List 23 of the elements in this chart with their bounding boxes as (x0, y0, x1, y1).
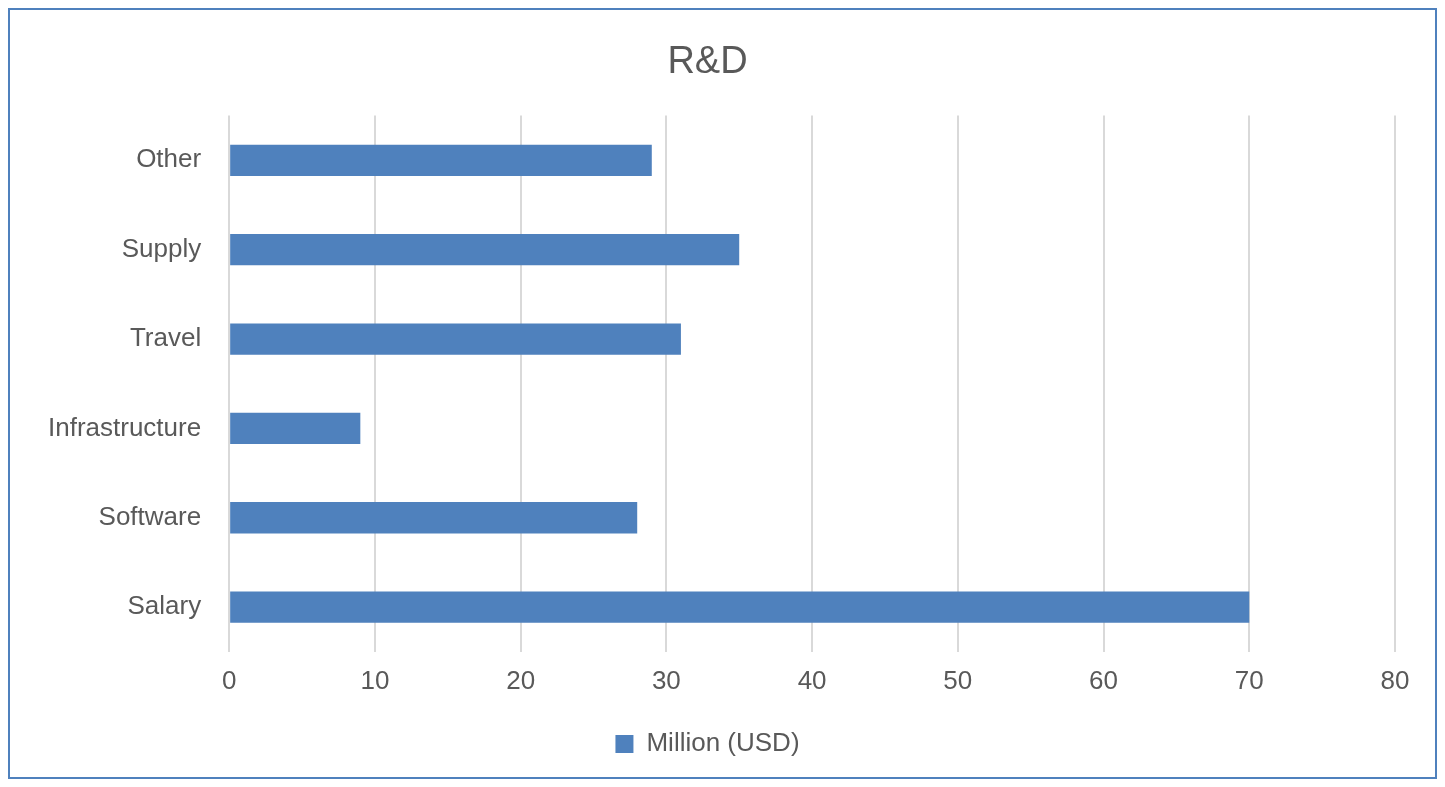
bar (230, 412, 361, 445)
x-tick-label: 10 (360, 664, 390, 695)
x-tick-label: 50 (943, 664, 973, 695)
x-tick-label: 30 (651, 664, 681, 695)
chart-title: R&D (667, 39, 748, 82)
x-tick-label: 80 (1380, 664, 1410, 695)
y-tick-label: Supply (121, 232, 202, 263)
y-tick-label: Travel (129, 322, 202, 353)
bar (230, 144, 652, 176)
x-tick-label: 60 (1089, 664, 1118, 695)
bar (230, 591, 1250, 623)
bar (230, 323, 681, 355)
y-tick-label: Software (98, 500, 202, 531)
x-tick-label: 0 (221, 664, 237, 695)
bar (230, 502, 638, 534)
x-tick-label: 40 (797, 664, 827, 695)
bar (230, 234, 740, 266)
legend-label: Million (USD) (646, 727, 800, 758)
x-tick-label: 20 (506, 664, 536, 695)
x-tick-label: 70 (1234, 664, 1264, 695)
y-tick-label: Other (136, 143, 202, 174)
y-tick-label: Salary (127, 590, 202, 621)
y-tick-label: Infrastructure (48, 411, 202, 442)
